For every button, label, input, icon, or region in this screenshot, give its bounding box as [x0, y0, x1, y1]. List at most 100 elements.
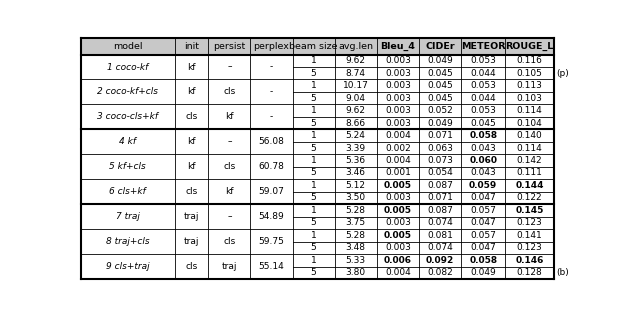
Text: 1: 1 — [310, 156, 316, 165]
Text: 0.049: 0.049 — [427, 56, 453, 65]
Text: traj: traj — [184, 237, 199, 246]
Text: 0.114: 0.114 — [516, 143, 543, 153]
Text: 0.123: 0.123 — [516, 218, 543, 227]
Text: 0.060: 0.060 — [469, 156, 497, 165]
Text: beam size: beam size — [289, 42, 338, 51]
Text: 9.62: 9.62 — [346, 106, 365, 115]
Text: 0.054: 0.054 — [427, 169, 453, 177]
Text: 0.058: 0.058 — [469, 256, 497, 265]
Text: CIDEr: CIDEr — [425, 42, 455, 51]
Text: 0.071: 0.071 — [427, 131, 453, 140]
Text: 0.114: 0.114 — [516, 106, 543, 115]
Text: 1: 1 — [310, 181, 316, 190]
Text: 0.006: 0.006 — [384, 256, 412, 265]
Text: 0.005: 0.005 — [384, 206, 412, 215]
Text: 5.36: 5.36 — [346, 156, 366, 165]
Text: 0.049: 0.049 — [427, 119, 453, 127]
Text: 3.48: 3.48 — [346, 243, 365, 252]
Text: 3 coco-cls+kf: 3 coco-cls+kf — [97, 112, 158, 122]
Text: 0.057: 0.057 — [470, 231, 496, 240]
Text: -: - — [270, 87, 273, 96]
Text: 59.07: 59.07 — [259, 187, 284, 196]
Text: 0.003: 0.003 — [385, 56, 411, 65]
Text: –: – — [227, 212, 232, 221]
Text: 0.057: 0.057 — [470, 206, 496, 215]
Text: 5: 5 — [310, 143, 316, 153]
Text: 5.24: 5.24 — [346, 131, 365, 140]
Text: 5: 5 — [310, 243, 316, 252]
Text: 0.053: 0.053 — [470, 106, 496, 115]
Text: 3.75: 3.75 — [346, 218, 366, 227]
Text: 0.146: 0.146 — [515, 256, 544, 265]
Text: 0.128: 0.128 — [516, 268, 543, 277]
Text: –: – — [227, 137, 232, 146]
Text: 2 coco-kf+cls: 2 coco-kf+cls — [97, 87, 158, 96]
Text: avg.len: avg.len — [338, 42, 373, 51]
Text: cls: cls — [223, 237, 236, 246]
Text: 54.89: 54.89 — [259, 212, 284, 221]
Text: 0.003: 0.003 — [385, 243, 411, 252]
Text: 0.047: 0.047 — [470, 193, 496, 203]
Text: cls: cls — [186, 112, 198, 122]
Text: 0.087: 0.087 — [427, 181, 453, 190]
Text: traj: traj — [184, 212, 199, 221]
Text: cls: cls — [186, 187, 198, 196]
Text: 3.80: 3.80 — [346, 268, 366, 277]
Text: 6 cls+kf: 6 cls+kf — [109, 187, 146, 196]
Text: traj: traj — [221, 262, 237, 271]
Text: 0.005: 0.005 — [384, 231, 412, 240]
Text: 1: 1 — [310, 256, 316, 265]
Text: 5.28: 5.28 — [346, 231, 365, 240]
Text: 0.002: 0.002 — [385, 143, 411, 153]
Text: 5: 5 — [310, 218, 316, 227]
Text: 0.113: 0.113 — [516, 81, 543, 90]
Text: 5.33: 5.33 — [346, 256, 366, 265]
Text: -: - — [270, 112, 273, 122]
Text: 0.053: 0.053 — [470, 56, 496, 65]
Text: 0.047: 0.047 — [470, 243, 496, 252]
Text: 0.003: 0.003 — [385, 94, 411, 103]
Text: 0.043: 0.043 — [470, 143, 496, 153]
Text: 0.082: 0.082 — [427, 268, 453, 277]
Text: 0.004: 0.004 — [385, 268, 411, 277]
Text: 3.46: 3.46 — [346, 169, 365, 177]
Text: 56.08: 56.08 — [259, 137, 284, 146]
Text: METEOR: METEOR — [461, 42, 506, 51]
Text: 5: 5 — [310, 69, 316, 78]
Text: 0.111: 0.111 — [516, 169, 543, 177]
Text: 5.12: 5.12 — [346, 181, 365, 190]
Text: 9.04: 9.04 — [346, 94, 365, 103]
Text: 3.39: 3.39 — [346, 143, 366, 153]
Text: 0.144: 0.144 — [515, 181, 544, 190]
Text: 5: 5 — [310, 94, 316, 103]
Text: 0.045: 0.045 — [470, 119, 496, 127]
Text: 0.087: 0.087 — [427, 206, 453, 215]
Text: init: init — [184, 42, 199, 51]
Text: 0.004: 0.004 — [385, 156, 411, 165]
Text: 59.75: 59.75 — [259, 237, 284, 246]
Text: 0.043: 0.043 — [470, 169, 496, 177]
Text: 3.50: 3.50 — [346, 193, 366, 203]
Text: kf: kf — [225, 112, 234, 122]
Text: 0.074: 0.074 — [427, 218, 453, 227]
Text: model: model — [113, 42, 143, 51]
Text: 60.78: 60.78 — [259, 162, 284, 171]
Text: 0.073: 0.073 — [427, 156, 453, 165]
Text: 8 traj+cls: 8 traj+cls — [106, 237, 150, 246]
Text: 0.003: 0.003 — [385, 106, 411, 115]
Text: 1: 1 — [310, 56, 316, 65]
Text: 0.044: 0.044 — [470, 69, 496, 78]
Text: 0.044: 0.044 — [470, 94, 496, 103]
Text: persist: persist — [213, 42, 246, 51]
Text: 8.66: 8.66 — [346, 119, 366, 127]
Text: 0.104: 0.104 — [516, 119, 543, 127]
Text: 9 cls+traj: 9 cls+traj — [106, 262, 150, 271]
Text: 0.063: 0.063 — [427, 143, 453, 153]
Text: 5 kf+cls: 5 kf+cls — [109, 162, 146, 171]
Text: 9.62: 9.62 — [346, 56, 365, 65]
Text: 0.145: 0.145 — [515, 206, 544, 215]
Text: 55.14: 55.14 — [259, 262, 284, 271]
Text: 0.058: 0.058 — [469, 131, 497, 140]
Text: kf: kf — [187, 137, 196, 146]
Text: 0.142: 0.142 — [516, 156, 542, 165]
